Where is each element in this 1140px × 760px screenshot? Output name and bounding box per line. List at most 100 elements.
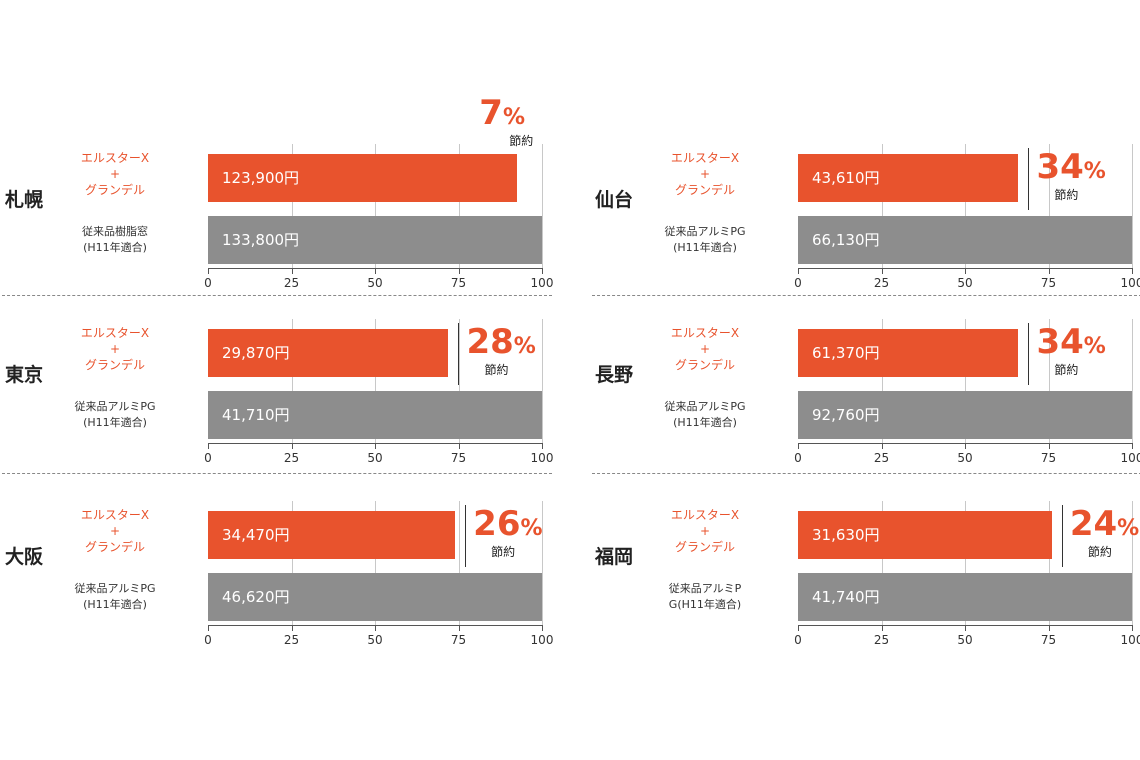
percent-sign: % [1083, 159, 1106, 184]
percent-value: 34 [1036, 147, 1084, 187]
tick-mark [458, 625, 460, 631]
gridline [965, 144, 966, 268]
chart-panel: 長野 0 25 50 75 100 エルスターX + グランデル 従来品アルミPG (H11年適合)… [595, 305, 1140, 465]
tick-label: 25 [283, 451, 300, 465]
tick-label: 100 [530, 276, 554, 290]
bar-new [208, 154, 518, 202]
tick-mark [208, 625, 209, 631]
new-series-label: エルスターX + グランデル [650, 325, 760, 373]
tick-label: 0 [204, 633, 212, 647]
tick-label: 100 [530, 451, 554, 465]
tick-label: 25 [873, 451, 890, 465]
tick-label: 25 [283, 276, 300, 290]
x-axis [208, 443, 542, 444]
chart-panel: 大阪 0 25 50 75 100 エルスターX + グランデル 従来品アルミPG (H11年適合)… [5, 487, 565, 647]
bar-old [798, 573, 1132, 621]
tick-label: 100 [1120, 276, 1140, 290]
saving-percent: 26% [473, 507, 542, 546]
gridline [1132, 319, 1133, 443]
tick-mark [1048, 443, 1050, 449]
tick-mark [1132, 443, 1133, 449]
gridline [291, 319, 293, 443]
tick-mark [458, 443, 460, 449]
percent-sign: % [1117, 516, 1140, 541]
new-label-line: エルスターX [80, 508, 150, 522]
tick-mark [798, 443, 799, 449]
percent-sign: % [520, 516, 543, 541]
new-series-label: エルスターX + グランデル [60, 150, 170, 198]
new-value-label: 61,370円 [812, 344, 880, 362]
tick-mark [291, 443, 293, 449]
bar-old [798, 216, 1132, 264]
x-axis [798, 443, 1132, 444]
x-axis [798, 268, 1132, 269]
percent-sign: % [1083, 334, 1106, 359]
gridline [881, 501, 883, 625]
saving-percent: 34% [1036, 150, 1105, 189]
gridline [542, 319, 543, 443]
gridline [1132, 501, 1133, 625]
gridline [881, 319, 883, 443]
new-label-line: エルスターX [80, 151, 150, 165]
old-value-label: 41,710円 [222, 406, 290, 424]
new-label-line: + [699, 524, 711, 538]
callout-line [1028, 323, 1030, 385]
new-series-label: エルスターX + グランデル [60, 507, 170, 555]
bar-new [798, 511, 1052, 559]
saving-percent: 24% [1070, 507, 1139, 546]
bar-new [798, 154, 1019, 202]
percent-value: 26 [473, 504, 521, 544]
saving-label: 節約 [509, 134, 534, 148]
gridline [1048, 144, 1050, 268]
old-series-label: 従来品アルミPG (H11年適合) [55, 399, 175, 431]
callout-line [1028, 148, 1030, 210]
percent-value: 28 [466, 322, 514, 362]
gridline [1048, 319, 1050, 443]
gridline [375, 144, 376, 268]
tick-mark [208, 268, 209, 274]
percent-sign: % [513, 334, 536, 359]
tick-mark [881, 268, 883, 274]
gridline [1132, 144, 1133, 268]
old-value-label: 133,800円 [222, 231, 300, 249]
old-label-line: (H11年適合) [83, 416, 147, 429]
new-label-line: + [109, 167, 121, 181]
tick-label: 0 [204, 451, 212, 465]
tick-label: 0 [794, 633, 802, 647]
old-label-line: 従来品アルミPG [664, 400, 746, 413]
saving-label: 節約 [1054, 363, 1079, 377]
tick-label: 25 [283, 633, 300, 647]
new-series-label: エルスターX + グランデル [650, 150, 760, 198]
new-label-line: グランデル [674, 183, 735, 197]
chart-panel: 札幌 0 25 50 75 100 エルスターX + グランデル 従来品樹脂窓 (H11年適合) 12… [5, 96, 565, 290]
x-axis [798, 625, 1132, 626]
tick-label: 75 [1040, 451, 1057, 465]
old-value-label: 66,130円 [812, 231, 880, 249]
tick-mark [1048, 268, 1050, 274]
new-label-line: グランデル [84, 183, 145, 197]
gridline [965, 501, 966, 625]
old-series-label: 従来品アルミPG (H11年適合) [645, 399, 765, 431]
tick-mark [208, 443, 209, 449]
gridline [291, 144, 293, 268]
bar-old [208, 216, 542, 264]
tick-label: 50 [367, 276, 383, 290]
x-axis [208, 268, 542, 269]
row-separator [592, 473, 1140, 474]
tick-mark [291, 268, 293, 274]
tick-mark [542, 443, 543, 449]
city-name: 大阪 [5, 546, 44, 568]
tick-label: 0 [204, 276, 212, 290]
new-label-line: + [699, 342, 711, 356]
tick-label: 100 [1120, 633, 1140, 647]
old-series-label: 従来品アルミPG (H11年適合) [645, 224, 765, 256]
old-label-line: 従来品アルミPG [74, 582, 156, 595]
gridline [542, 501, 543, 625]
old-label-line: (H11年適合) [83, 241, 147, 254]
tick-mark [375, 443, 376, 449]
percent-value: 24 [1069, 504, 1118, 544]
new-label-line: + [109, 524, 121, 538]
tick-label: 75 [1040, 276, 1057, 290]
old-label-line: (H11年適合) [673, 241, 737, 254]
gridline [375, 319, 376, 443]
